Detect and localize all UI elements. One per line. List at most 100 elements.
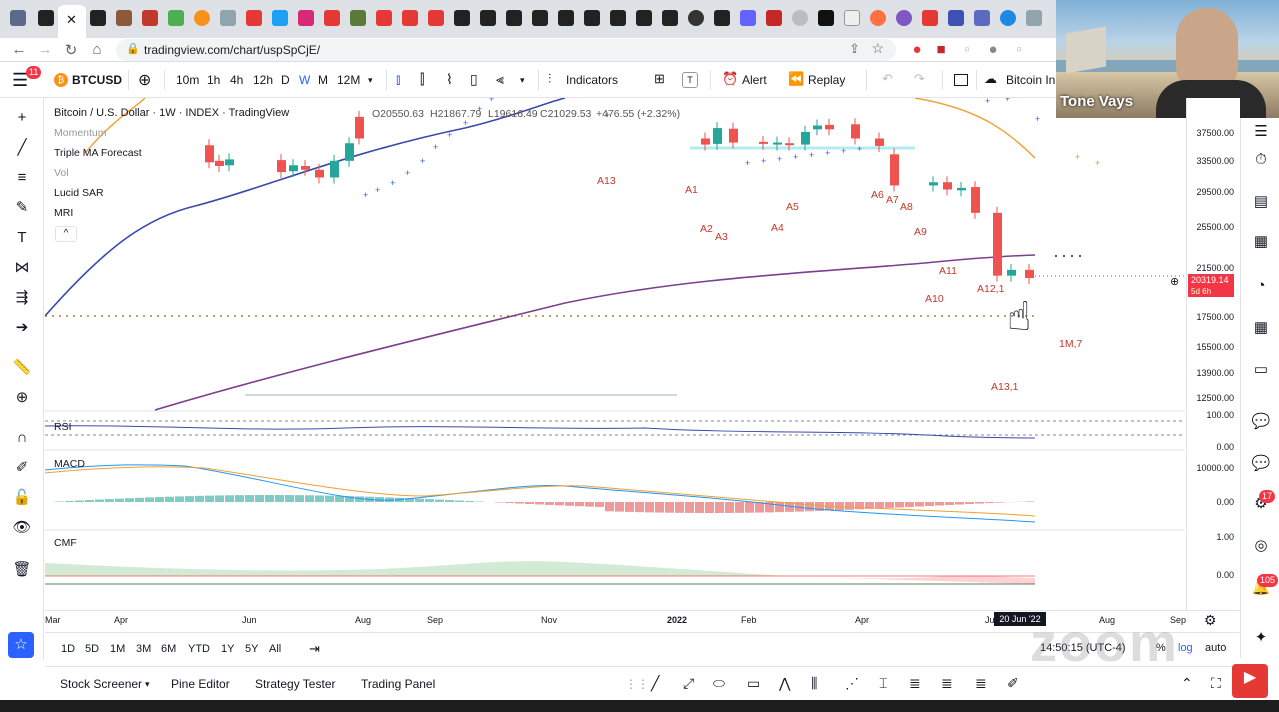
tab-icon[interactable] [766,10,782,26]
range-1m[interactable]: 1M [110,643,126,655]
undo-icon[interactable]: ↶ [882,71,893,86]
templates-t-icon[interactable]: T [682,72,698,88]
chats-icon[interactable]: 💬 [1251,413,1271,430]
indicator-triple-ma[interactable]: Triple MA Forecast [54,147,142,159]
tab-icon[interactable] [350,10,366,26]
pane-rsi-label[interactable]: RSI [54,421,72,433]
collapse-legend-icon[interactable]: ^ [55,226,77,242]
calendar-icon[interactable]: ▦ [1253,319,1269,336]
hide-icon[interactable]: 👁 [12,519,32,536]
collapse-panel-icon[interactable]: ⌃ [1181,675,1193,691]
tab-icon[interactable] [480,10,496,26]
draw-callout-icon[interactable]: ▭ [747,675,761,691]
range-3m[interactable]: 3M [136,643,152,655]
tab-icon[interactable] [870,10,886,26]
pane-macd-label[interactable]: MACD [54,458,85,470]
candles-icon[interactable]: ⫿ [420,71,425,87]
range-all[interactable]: All [269,643,282,655]
extension-icon[interactable]: ▫ [964,41,970,58]
notes-icon[interactable]: ▭ [1253,361,1269,378]
tab-icon[interactable] [688,10,704,26]
interval-4h[interactable]: 4h [230,73,244,87]
chevron-down-icon[interactable]: ▾ [368,75,373,85]
tab-icon[interactable] [974,10,990,26]
tab-icon[interactable] [90,10,106,26]
chart-title[interactable]: Bitcoin / U.S. Dollar · 1W · INDEX · Tra… [54,107,290,119]
tab-icon[interactable] [298,10,314,26]
alerts-clock-icon[interactable]: ⏱ [1255,151,1267,168]
tab-trading-panel[interactable]: Trading Panel [361,677,436,691]
log-toggle[interactable]: log [1178,642,1193,654]
redo-icon[interactable]: ↷ [914,71,925,86]
interval-w[interactable]: W [299,73,311,87]
tab-pine-editor[interactable]: Pine Editor [171,677,230,691]
line-icon[interactable]: ⌇ [446,71,453,87]
hotlist-icon[interactable]: ◔ [1256,277,1266,294]
pane-cmf-label[interactable]: CMF [54,537,77,549]
tab-icon[interactable] [220,10,236,26]
pattern-icon[interactable]: ⋈ [14,259,30,276]
brush-icon[interactable]: ✎ [15,199,29,216]
indicator-momentum[interactable]: Momentum [54,127,107,139]
tab-icon[interactable] [246,10,262,26]
draw-range-icon[interactable]: ⌶ [879,675,888,691]
goto-date-icon[interactable]: ⇥ [309,641,320,656]
interval-12h[interactable]: 12h [253,73,274,87]
symbol-search[interactable]: BTCUSD [72,73,122,87]
draw-fib-icon[interactable]: ≣ [909,675,921,691]
bookmark-star-icon[interactable]: ☆ [871,40,884,56]
replay-icon[interactable]: ⏪ [788,71,805,86]
clock-timezone[interactable]: 14:50:15 (UTC-4) [1040,642,1126,654]
arrow-icon[interactable]: ➔ [15,319,29,336]
tab-icon[interactable] [324,10,340,26]
tab-icon[interactable] [584,10,600,26]
chevron-down-icon[interactable]: ▾ [520,75,525,85]
prediction-icon[interactable]: ⇶ [15,289,29,306]
reload-icon[interactable]: ↻ [64,42,78,59]
auto-toggle[interactable]: auto [1205,642,1227,654]
tab-icon[interactable] [740,10,756,26]
draw-channel-icon[interactable]: ≣ [975,675,987,691]
tab-icon[interactable] [844,10,860,26]
ideas-icon[interactable]: 💬 [1251,455,1271,472]
tab-icon[interactable] [142,10,158,26]
indicator-lucid-sar[interactable]: Lucid SAR [54,187,104,199]
time-axis[interactable]: Mar Apr Jun Aug Sep Nov 2022 Feb Apr Jun… [45,610,1240,630]
trend-line-icon[interactable]: ╱ [17,139,27,156]
extension-icon[interactable]: ■ [936,41,946,58]
chevron-down-icon[interactable]: ▾ [145,679,150,689]
tab-icon[interactable] [428,10,444,26]
address-bar[interactable]: 🔒 tradingview.com/chart/uspSpCjE/ ⇪ ☆ [116,39,896,61]
home-icon[interactable]: ⌂ [92,41,102,58]
tab-icon[interactable] [558,10,574,26]
tab-icon[interactable] [714,10,730,26]
compare-add-icon[interactable]: ⊕ [138,72,152,89]
tab-icon[interactable] [922,10,938,26]
tab-icon[interactable] [1000,10,1016,26]
tab-icon[interactable] [168,10,184,26]
range-1d[interactable]: 1D [61,643,76,655]
fib-icon[interactable]: ≡ [17,169,27,186]
range-5d[interactable]: 5D [85,643,100,655]
hollow-candles-icon[interactable]: ▯ [470,71,478,87]
draw-bars-icon[interactable]: ⫼ [811,675,818,691]
magnet-icon[interactable]: ∩ [16,429,28,446]
news-icon[interactable]: ▦ [1253,233,1269,250]
extension-icon[interactable]: ● [912,41,922,58]
subscribe-button[interactable]: ▶ [1232,664,1268,698]
range-6m[interactable]: 6M [161,643,177,655]
draw-gann-icon[interactable]: ≣ [941,675,953,691]
maximize-panel-icon[interactable]: ⛶ [1211,675,1221,691]
interval-10m[interactable]: 10m [176,73,200,87]
help-icon[interactable]: ✦ [1254,629,1268,646]
trash-icon[interactable]: 🗑 [12,561,32,578]
replay-button[interactable]: Replay [808,73,846,87]
back-icon[interactable]: ← [11,41,27,58]
text-icon[interactable]: T [17,229,27,246]
tab-icon[interactable] [792,10,808,26]
interval-1h[interactable]: 1h [207,73,221,87]
tab-icon[interactable] [272,10,288,26]
zoom-in-icon[interactable]: ⊕ [15,389,29,406]
watchlist-star-icon[interactable]: ☆ [8,632,34,658]
tab-icon[interactable] [636,10,652,26]
